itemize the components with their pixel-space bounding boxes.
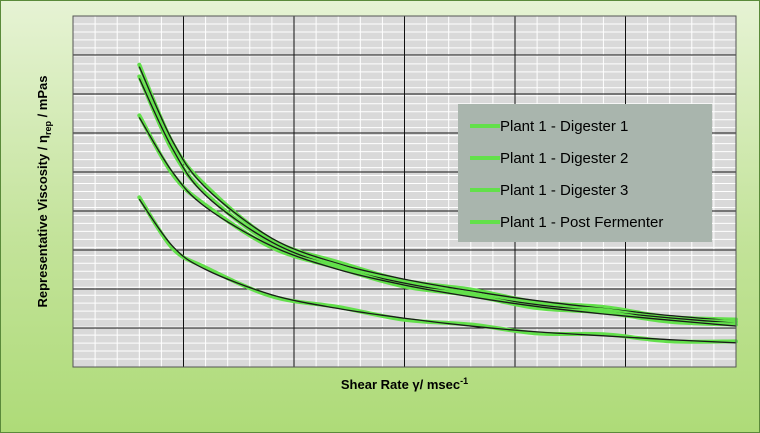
legend-label-4: Plant 1 - Post Fermenter <box>500 214 663 231</box>
y-axis-label: Representative Viscosity / ηrep / mPas <box>35 76 53 308</box>
x-axis-label: Shear Rate γ/ msec-1 <box>341 376 468 392</box>
series-line-3 <box>137 113 738 327</box>
legend-label-1: Plant 1 - Digester 1 <box>500 118 628 135</box>
legend-box <box>458 104 712 242</box>
series-layer <box>137 62 738 344</box>
legend-items: Plant 1 - Digester 1 Plant 1 - Digester 2… <box>470 118 663 231</box>
y-axis-label-main: Representative Viscosity / η <box>35 135 50 308</box>
fit-line-3 <box>138 117 737 327</box>
fit-line-4 <box>138 198 737 344</box>
y-axis-label-subscript: rep <box>43 121 53 136</box>
legend-label-3: Plant 1 - Digester 3 <box>500 182 628 199</box>
plot-border <box>72 15 737 368</box>
y-axis-label-unit: / mPas <box>35 76 50 122</box>
legend: Plant 1 - Digester 1 Plant 1 - Digester 2… <box>458 104 712 242</box>
series-line-4 <box>137 195 738 344</box>
x-axis-label-superscript: -1 <box>460 376 468 386</box>
series-line-1 <box>137 62 738 322</box>
x-axis-label-main: Shear Rate γ/ msec <box>341 377 460 392</box>
legend-label-2: Plant 1 - Digester 2 <box>500 150 628 167</box>
